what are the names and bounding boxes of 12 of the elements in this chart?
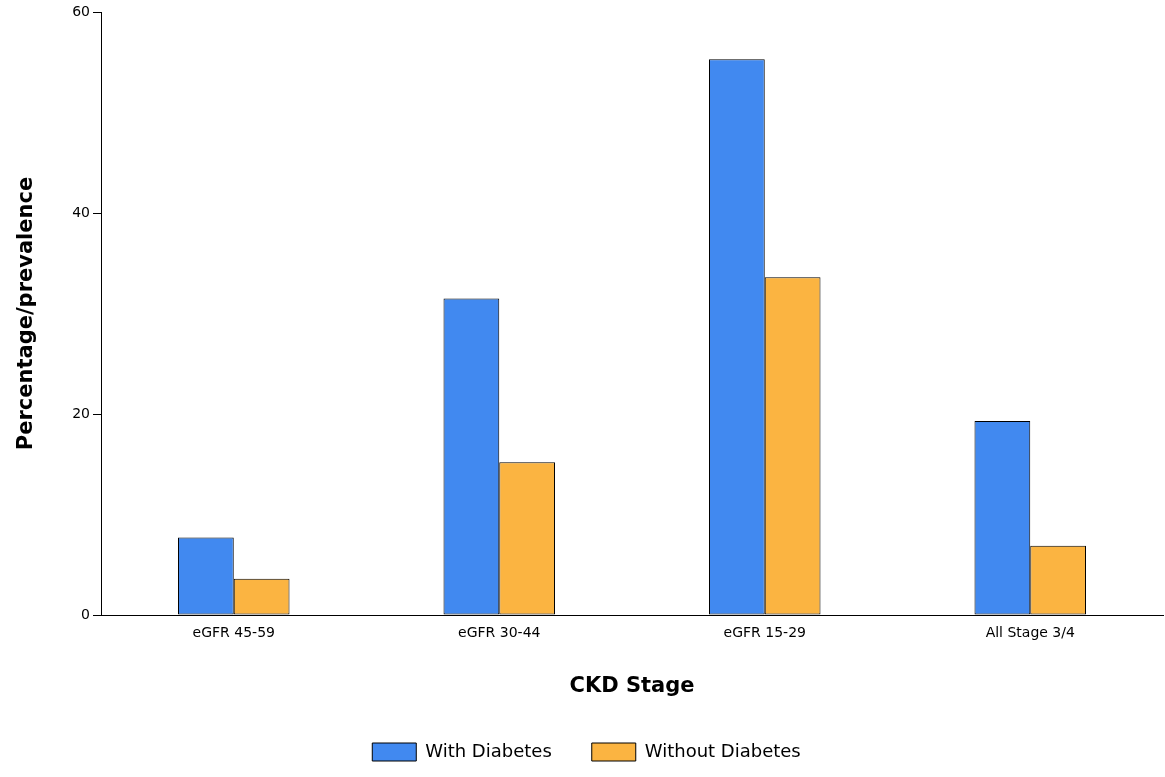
legend-label: With Diabetes [425,739,552,761]
x-tick-label: All Stage 3/4 [985,624,1075,641]
y-axis-title: Percentage/prevalence [13,176,38,451]
legend-label: Without Diabetes [644,739,801,761]
y-tick-label: 60 [72,2,91,19]
x-tick-label: eGFR 30-44 [458,624,541,641]
y-tick-label: 40 [72,203,91,220]
x-tick-label: eGFR 15-29 [723,624,806,641]
x-tick-label: eGFR 45-59 [192,624,275,641]
x-axis-title: CKD Stage [569,672,695,697]
y-tick-label: 20 [72,404,91,421]
y-tick-label: 0 [81,605,91,622]
